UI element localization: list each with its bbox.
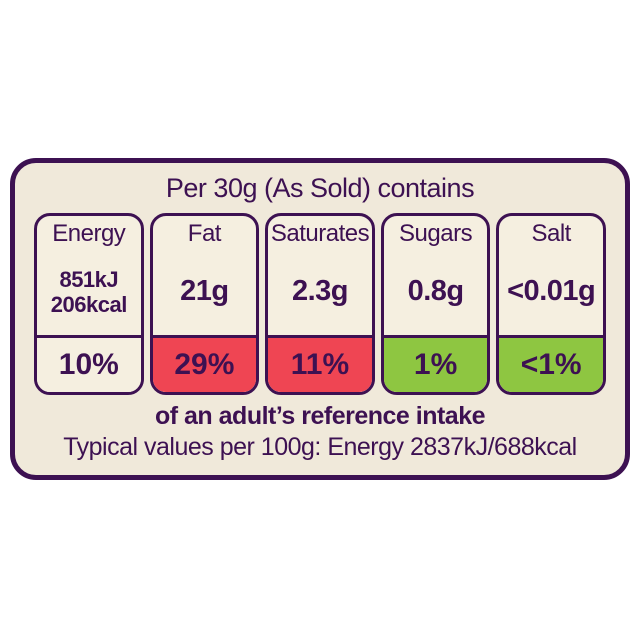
nutrient-top-cell: Sugars 0.8g bbox=[384, 216, 488, 335]
nutrient-value: 21g bbox=[180, 275, 229, 307]
nutrient-value: 0.8g bbox=[407, 275, 465, 307]
nutrient-column-saturates: Saturates 2.3g 11% bbox=[265, 213, 375, 395]
nutrient-name: Fat bbox=[187, 220, 222, 247]
nutrient-name: Salt bbox=[531, 220, 571, 247]
percent-value: 10% bbox=[58, 348, 119, 381]
nutrient-name: Energy bbox=[52, 220, 126, 247]
nutrient-top-cell: Salt <0.01g bbox=[499, 216, 603, 335]
nutrient-columns: Energy 851kJ 206kcal 10% Fat 21g 29% bbox=[15, 213, 625, 395]
nutrient-value: 2.3g bbox=[291, 275, 349, 307]
percent-value: 11% bbox=[290, 348, 350, 381]
nutrient-column-energy: Energy 851kJ 206kcal 10% bbox=[34, 213, 144, 395]
energy-kj-value: 851kJ bbox=[59, 266, 119, 292]
energy-kcal-value: 206kcal bbox=[50, 291, 128, 317]
reference-intake-note: of an adult’s reference intake bbox=[154, 402, 486, 430]
nutrient-top-cell: Saturates 2.3g bbox=[268, 216, 372, 335]
nutrient-column-salt: Salt <0.01g <1% bbox=[496, 213, 606, 395]
percent-value: <1% bbox=[520, 348, 582, 381]
percent-value: 29% bbox=[174, 348, 235, 381]
percent-cell: 29% bbox=[152, 335, 257, 392]
nutrient-name: Saturates bbox=[270, 220, 370, 247]
serving-header: Per 30g (As Sold) contains bbox=[165, 172, 475, 203]
nutrient-value: <0.01g bbox=[507, 275, 596, 307]
percent-cell: 10% bbox=[37, 335, 141, 392]
typical-values-note: Typical values per 100g: Energy 2837kJ/6… bbox=[63, 433, 577, 461]
percent-cell: 1% bbox=[383, 335, 488, 392]
nutrient-top-cell: Fat 21g bbox=[153, 216, 257, 335]
nutrition-label: Per 30g (As Sold) contains Energy 851kJ … bbox=[10, 158, 630, 480]
percent-cell: <1% bbox=[499, 335, 603, 392]
percent-value: 1% bbox=[413, 348, 458, 381]
nutrient-column-sugars: Sugars 0.8g 1% bbox=[380, 213, 491, 395]
nutrient-top-cell: Energy 851kJ 206kcal bbox=[37, 216, 141, 335]
nutrient-column-fat: Fat 21g 29% bbox=[149, 213, 260, 395]
nutrient-value: 851kJ 206kcal bbox=[50, 248, 128, 335]
nutrient-name: Sugars bbox=[399, 220, 473, 247]
percent-cell: 11% bbox=[268, 335, 372, 392]
